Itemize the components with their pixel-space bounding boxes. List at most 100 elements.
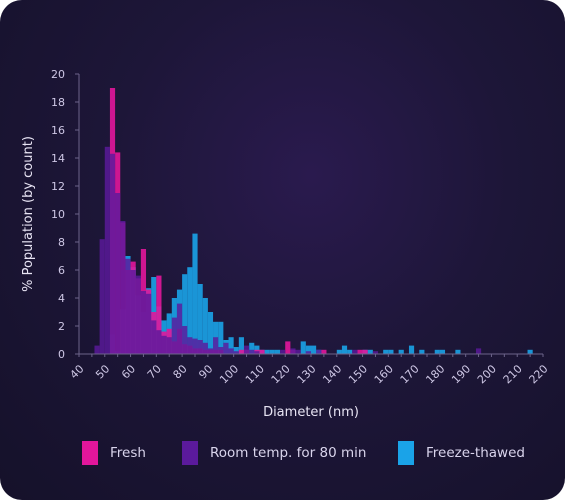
- x-tick-label-50: 50: [93, 362, 112, 381]
- bar-room-temp-for-80-min-7: [130, 270, 136, 354]
- legend-item-fresh[interactable]: Fresh: [82, 440, 146, 466]
- legend-label-freeze-thawed: Freeze-thawed: [426, 445, 525, 461]
- bar-freeze-thawed-31: [269, 349, 275, 354]
- y-tick-label-12: 12: [51, 180, 65, 193]
- legend-item-room-temp[interactable]: Room temp. for 80 min: [182, 440, 366, 466]
- bar-room-temp-for-80-min-18: [187, 337, 193, 354]
- legend-swatch-fresh: [82, 441, 98, 465]
- x-tick-label-70: 70: [145, 362, 164, 381]
- bar-freeze-thawed-49: [455, 349, 461, 354]
- x-tick-label-150: 150: [346, 362, 370, 386]
- x-tick-label-90: 90: [196, 362, 215, 381]
- bar-room-temp-for-80-min-4: [115, 193, 121, 354]
- bar-freeze-thawed-48: [439, 349, 446, 354]
- bar-freeze-thawed-38: [341, 345, 348, 354]
- bar-fresh-30: [362, 349, 368, 354]
- bar-room-temp-for-80-min-16: [176, 303, 183, 354]
- bar-freeze-thawed-17: [197, 284, 203, 354]
- bar-room-temp-for-80-min-17: [182, 326, 188, 354]
- y-tick-label-2: 2: [58, 320, 65, 333]
- bar-freeze-thawed-15: [187, 267, 193, 354]
- bar-freeze-thawed-35: [311, 345, 317, 354]
- bar-room-temp-for-80-min-21: [202, 342, 208, 354]
- bar-room-temp-for-80-min-9: [140, 291, 147, 354]
- legend-item-freeze-thawed[interactable]: Freeze-thawed: [398, 440, 525, 466]
- bar-freeze-thawed-16: [192, 233, 198, 354]
- y-tick-label-10: 10: [51, 208, 65, 221]
- bar-room-temp-for-80-min-19: [192, 338, 198, 354]
- x-tick-label-220: 220: [527, 362, 551, 386]
- bar-fresh-9: [156, 275, 162, 354]
- bar-freeze-thawed-25: [238, 337, 244, 354]
- x-tick-label-170: 170: [398, 362, 422, 386]
- bar-room-temp-for-80-min-30: [254, 351, 260, 354]
- x-tick-label-180: 180: [423, 362, 447, 386]
- bar-room-temp-for-80-min-35: [316, 349, 322, 354]
- legend-swatch-room-temp: [182, 441, 198, 465]
- legend-label-room-temp: Room temp. for 80 min: [210, 445, 367, 461]
- legend-label-fresh: Fresh: [110, 445, 146, 461]
- bar-room-temp-for-80-min-26: [228, 348, 234, 354]
- bar-freeze-thawed-45: [408, 345, 415, 354]
- bar-freeze-thawed-50: [527, 349, 533, 354]
- bar-room-temp-for-80-min-10: [146, 293, 152, 354]
- bar-room-temp-for-80-min-23: [213, 337, 219, 354]
- bar-fresh-29: [357, 349, 363, 354]
- y-tick-label-4: 4: [58, 292, 65, 305]
- y-tick-label-0: 0: [58, 348, 65, 361]
- x-tick-label-190: 190: [449, 362, 473, 386]
- bar-room-temp-for-80-min-28: [243, 345, 250, 354]
- bar-room-temp-for-80-min-11: [151, 320, 157, 354]
- x-tick-label-110: 110: [243, 362, 267, 386]
- bar-room-temp-for-80-min-37: [372, 351, 379, 354]
- bar-room-temp-for-80-min-12: [156, 330, 162, 354]
- bar-room-temp-for-80-min-27: [233, 351, 239, 354]
- bar-freeze-thawed-33: [300, 341, 306, 354]
- x-tick-label-140: 140: [320, 362, 344, 386]
- bar-freeze-thawed-46: [419, 349, 425, 354]
- bar-freeze-thawed-34: [305, 345, 311, 354]
- bar-freeze-thawed-43: [388, 349, 394, 354]
- bar-freeze-thawed-21: [218, 321, 224, 354]
- x-tick-label-130: 130: [295, 362, 319, 386]
- x-tick-label-60: 60: [119, 362, 138, 381]
- x-tick-label-40: 40: [67, 362, 86, 381]
- bar-freeze-thawed-18: [202, 298, 208, 354]
- bar-room-temp-for-80-min-2: [104, 146, 110, 354]
- bar-fresh-28: [321, 349, 327, 354]
- bar-freeze-thawed-27: [249, 342, 255, 354]
- bar-fresh-26: [285, 341, 291, 354]
- bar-freeze-thawed-42: [383, 349, 389, 354]
- bar-room-temp-for-80-min-36: [352, 349, 358, 354]
- y-tick-label-14: 14: [51, 152, 65, 165]
- bar-room-temp-for-80-min-24: [218, 347, 224, 354]
- x-tick-label-100: 100: [217, 362, 241, 386]
- bar-room-temp-for-80-min-31: [280, 349, 286, 354]
- bar-fresh-22: [238, 349, 244, 354]
- bar-freeze-thawed-37: [336, 349, 342, 354]
- bar-freeze-thawed-24: [233, 347, 239, 354]
- y-tick-label-18: 18: [51, 96, 65, 109]
- bar-room-temp-for-80-min-1: [99, 239, 105, 354]
- bar-freeze-thawed-14: [182, 274, 188, 354]
- bar-room-temp-for-80-min-8: [135, 275, 141, 354]
- bar-room-temp-for-80-min-34: [305, 351, 311, 354]
- x-tick-label-200: 200: [475, 362, 499, 386]
- x-axis-title: Diameter (nm): [263, 405, 359, 420]
- y-axis-title: % Population (by count): [21, 136, 36, 292]
- bar-room-temp-for-80-min-3: [109, 153, 116, 354]
- bar-room-temp-for-80-min-5: [120, 221, 126, 354]
- bar-freeze-thawed-19: [207, 312, 214, 354]
- bar-room-temp-for-80-min-13: [161, 335, 167, 354]
- x-tick-label-160: 160: [372, 362, 396, 386]
- bar-room-temp-for-80-min-0: [94, 345, 100, 354]
- bar-room-temp-for-80-min-32: [290, 348, 296, 354]
- bar-room-temp-for-80-min-29: [249, 349, 255, 354]
- y-tick-label-6: 6: [58, 264, 65, 277]
- y-tick-label-16: 16: [51, 124, 65, 137]
- bar-room-temp-for-80-min-33: [295, 349, 301, 354]
- x-tick-label-210: 210: [501, 362, 525, 386]
- bar-room-temp-for-80-min-6: [125, 258, 131, 354]
